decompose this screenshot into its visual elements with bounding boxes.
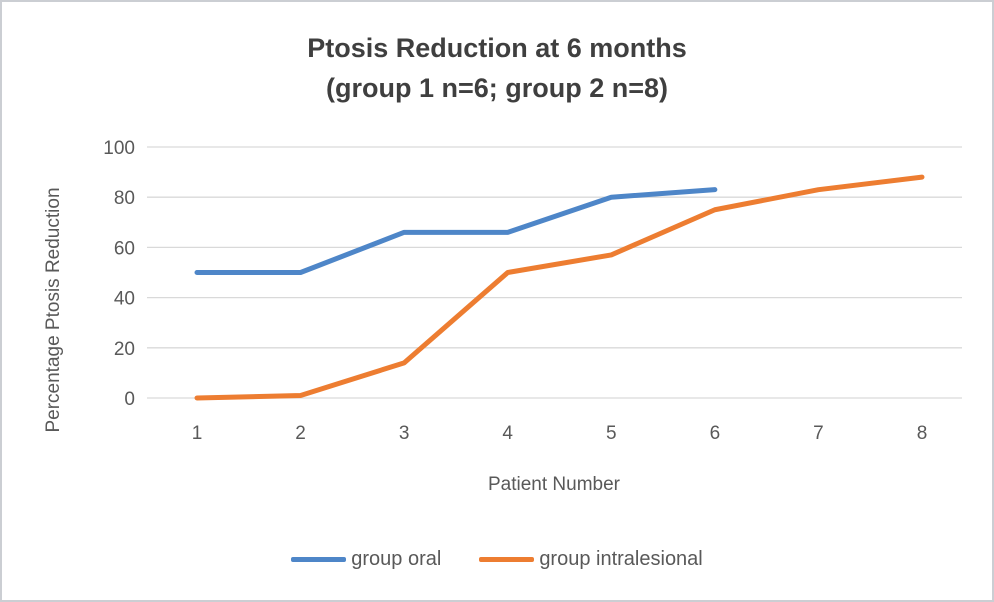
x-tick-label: 5 <box>606 423 617 444</box>
legend-label: group intralesional <box>539 548 703 570</box>
x-axis-title: Patient Number <box>487 474 621 495</box>
legend-label: group oral <box>351 548 442 570</box>
y-tick-label: 100 <box>103 138 135 159</box>
legend-item-group-intralesional: group intralesional <box>479 548 703 571</box>
y-tick-label: 80 <box>114 188 135 209</box>
series-line-group-intralesional <box>194 174 925 401</box>
x-tick-label: 7 <box>813 423 824 444</box>
y-tick-label: 0 <box>124 389 135 410</box>
y-tick-label: 40 <box>114 289 135 310</box>
x-tick-label: 6 <box>710 423 721 444</box>
x-tick-label: 8 <box>917 423 928 444</box>
chart-title-block: Ptosis Reduction at 6 months (group 1 n=… <box>2 28 992 108</box>
x-tick-label: 1 <box>192 423 203 444</box>
legend-swatch <box>479 557 535 562</box>
x-tick-label: 2 <box>295 423 306 444</box>
legend-swatch <box>291 557 347 562</box>
chart-title: Ptosis Reduction at 6 months <box>307 33 687 63</box>
x-tick-label: 3 <box>399 423 410 444</box>
legend-item-group-oral: group oral <box>291 548 441 571</box>
legend: group oral group intralesional <box>2 548 992 571</box>
y-tick-label: 20 <box>114 339 135 360</box>
x-tick-label: 4 <box>502 423 513 444</box>
series-line-group-oral <box>194 187 718 275</box>
chart-subtitle: (group 1 n=6; group 2 n=8) <box>325 73 669 103</box>
y-tick-label: 60 <box>114 238 135 259</box>
